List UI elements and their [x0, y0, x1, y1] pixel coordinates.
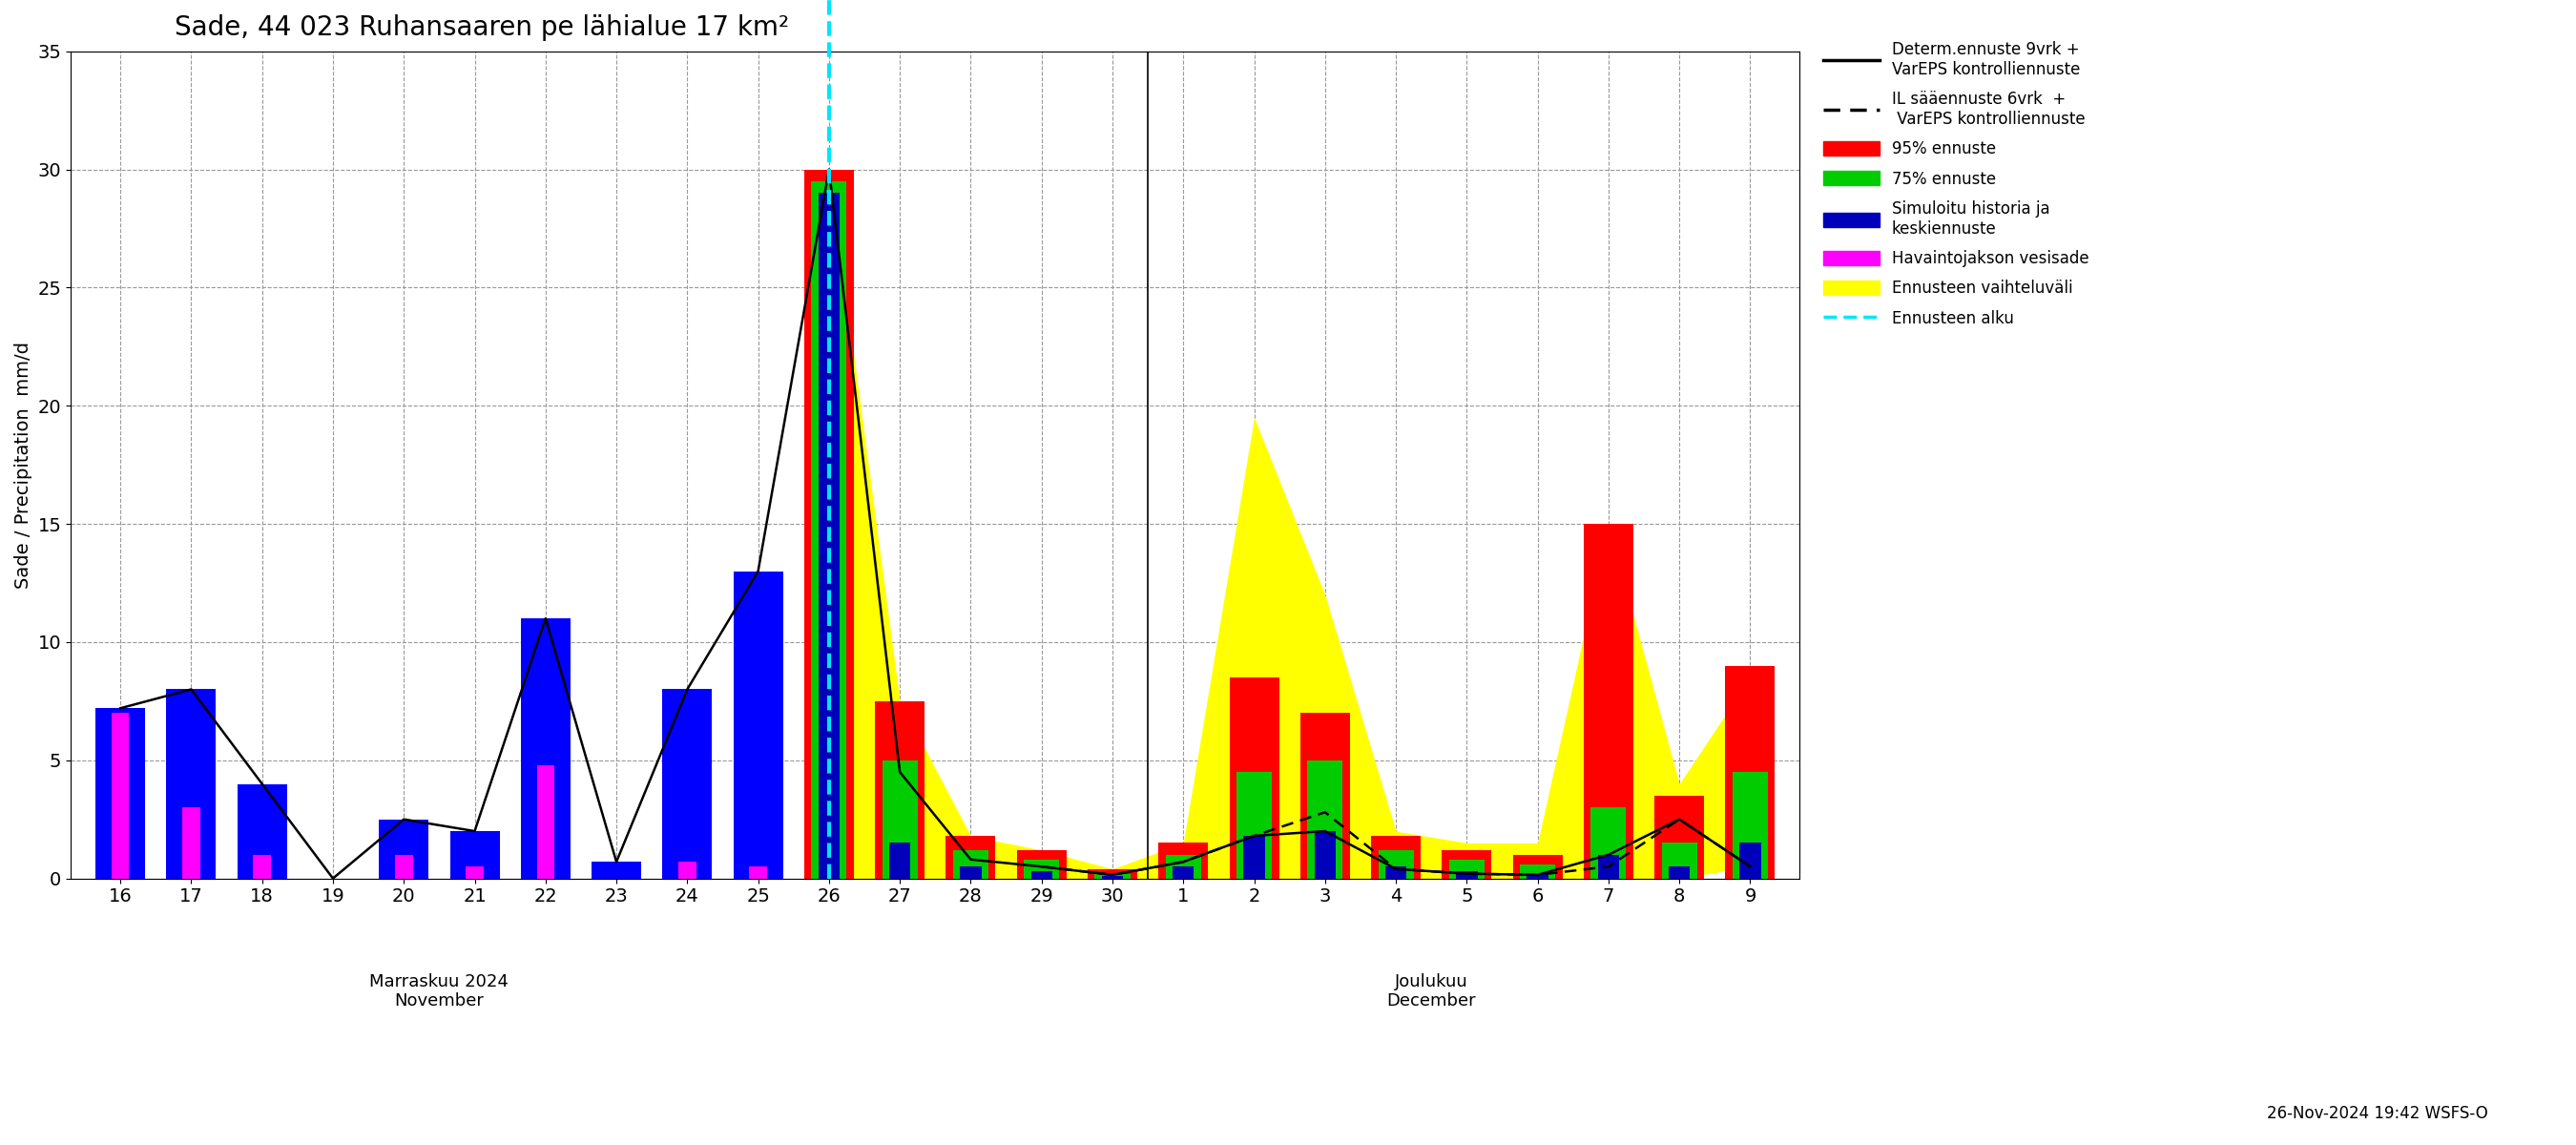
- Bar: [945, 836, 994, 878]
- Bar: [1103, 876, 1123, 878]
- Bar: [961, 867, 981, 878]
- Bar: [1592, 807, 1625, 878]
- Bar: [1301, 713, 1350, 878]
- Text: 26-Nov-2024 19:42 WSFS-O: 26-Nov-2024 19:42 WSFS-O: [2267, 1105, 2488, 1122]
- Bar: [1455, 871, 1479, 878]
- Bar: [804, 169, 853, 878]
- Bar: [1662, 843, 1698, 878]
- Bar: [1378, 850, 1414, 878]
- Bar: [1597, 855, 1620, 878]
- Bar: [1030, 871, 1051, 878]
- Bar: [536, 765, 554, 878]
- Bar: [1739, 843, 1762, 878]
- Bar: [1726, 665, 1775, 878]
- Bar: [1159, 843, 1208, 878]
- Bar: [1023, 860, 1059, 878]
- Bar: [1172, 867, 1193, 878]
- Bar: [394, 855, 412, 878]
- Bar: [1450, 860, 1484, 878]
- Text: Joulukuu
December: Joulukuu December: [1386, 973, 1476, 1010]
- Bar: [1528, 874, 1548, 878]
- Bar: [95, 709, 144, 878]
- Bar: [466, 867, 484, 878]
- Bar: [252, 855, 270, 878]
- Bar: [1229, 678, 1278, 878]
- Bar: [379, 820, 428, 878]
- Bar: [520, 618, 569, 878]
- Bar: [1236, 772, 1273, 878]
- Bar: [1443, 850, 1492, 878]
- Bar: [451, 831, 500, 878]
- Bar: [167, 689, 216, 878]
- Bar: [111, 713, 129, 878]
- Bar: [1018, 850, 1066, 878]
- Bar: [1512, 855, 1564, 878]
- Bar: [953, 850, 989, 878]
- Bar: [592, 862, 641, 878]
- Bar: [1306, 760, 1342, 878]
- Text: Marraskuu 2024
November: Marraskuu 2024 November: [368, 973, 510, 1010]
- Bar: [1520, 864, 1556, 878]
- Bar: [1669, 867, 1690, 878]
- Y-axis label: Sade / Precipitation  mm/d: Sade / Precipitation mm/d: [15, 341, 33, 589]
- Bar: [1164, 855, 1200, 878]
- Bar: [811, 181, 848, 878]
- Bar: [1314, 831, 1337, 878]
- Bar: [1654, 796, 1705, 878]
- Bar: [819, 194, 840, 878]
- Bar: [183, 807, 201, 878]
- Bar: [237, 784, 286, 878]
- Text: Sade, 44 023 Ruhansaaren pe lähialue 17 km²: Sade, 44 023 Ruhansaaren pe lähialue 17 …: [175, 14, 788, 41]
- Bar: [1087, 869, 1136, 878]
- Bar: [889, 843, 909, 878]
- Bar: [881, 760, 917, 878]
- Legend: Determ.ennuste 9vrk +
VarEPS kontrolliennuste, IL sääennuste 6vrk  +
 VarEPS kon: Determ.ennuste 9vrk + VarEPS kontrollien…: [1816, 34, 2094, 333]
- Bar: [734, 571, 783, 878]
- Bar: [876, 701, 925, 878]
- Bar: [1386, 867, 1406, 878]
- Bar: [1095, 874, 1131, 878]
- Bar: [1244, 836, 1265, 878]
- Bar: [1734, 772, 1767, 878]
- Bar: [677, 862, 696, 878]
- Bar: [1370, 836, 1422, 878]
- Bar: [662, 689, 711, 878]
- Bar: [1584, 524, 1633, 878]
- Bar: [750, 867, 768, 878]
